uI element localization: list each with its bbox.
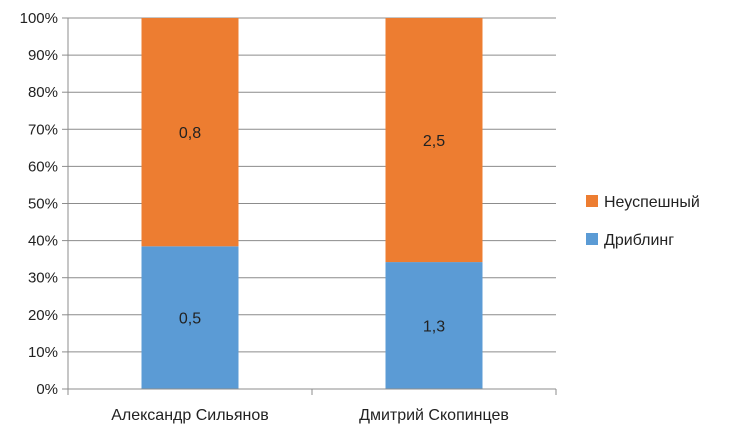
gridlines [68,17,556,390]
legend-label: Неуспешный [604,194,700,211]
y-tick-label: 10% [28,344,58,361]
legend-label: Дриблинг [604,232,674,249]
y-tick-label: 80% [28,84,58,101]
y-tick-label: 0% [36,381,58,398]
bar-segment-unsuccessful [385,18,483,263]
y-tick-label: 20% [28,307,58,324]
x-axis: Александр Сильянов Дмитрий Скопинцев [67,388,557,424]
y-tick-label: 60% [28,158,58,175]
legend: Неуспешный Дриблинг [586,194,700,249]
y-tick-label: 50% [28,196,58,213]
y-tick-label: 90% [28,47,58,64]
y-tick-label: 30% [28,270,58,287]
bar-segment-unsuccessful [141,18,239,247]
data-label: 1,3 [423,319,445,336]
bars: 0,5 0,8 1,3 2,5 [141,18,483,389]
data-label: 0,8 [179,125,201,142]
legend-swatch [586,233,598,245]
category-label: Александр Сильянов [111,407,269,424]
bar-segment-dribbling [141,246,239,389]
legend-swatch [586,195,598,207]
data-label: 2,5 [423,133,445,150]
data-label: 0,5 [179,311,201,328]
y-tick-label: 40% [28,233,58,250]
y-tick-label: 70% [28,121,58,138]
y-tick-label: 100% [20,10,58,27]
category-label: Дмитрий Скопинцев [359,407,509,424]
y-axis-ticks: 0% 10% 20% 30% 40% 50% 60% 70% 80% 90% 100% [20,10,69,398]
bar-segment-dribbling [385,262,483,389]
